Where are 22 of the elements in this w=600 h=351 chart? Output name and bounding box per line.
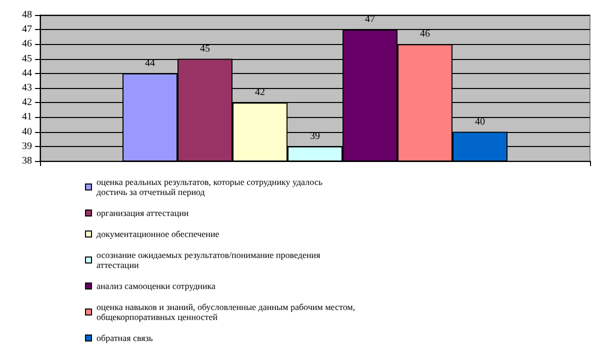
y-tick-label: 41 bbox=[22, 112, 32, 123]
legend-label: анализ самооценки сотрудника bbox=[96, 281, 216, 291]
y-tick-label: 42 bbox=[22, 97, 32, 108]
y-tick-label: 43 bbox=[22, 82, 32, 94]
data-label: 45 bbox=[200, 43, 210, 54]
y-tick-label: 46 bbox=[22, 38, 32, 50]
y-tick-label: 45 bbox=[22, 53, 32, 64]
data-label: 46 bbox=[420, 28, 430, 40]
legend-label: осознание ожидаемых результатов/понимание проведения аттестации bbox=[96, 250, 322, 270]
y-tick-label: 40 bbox=[22, 126, 32, 138]
data-label: 40 bbox=[475, 116, 485, 128]
legend-label: документационное обеспечение bbox=[96, 229, 220, 239]
legend-label: организация аттестации bbox=[96, 208, 189, 218]
legend-label: оценка реальных результатов, которые сотруднику удалось достичь за отчетный период bbox=[96, 177, 325, 197]
legend-label: обратная связь bbox=[96, 333, 153, 343]
y-tick-label: 48 bbox=[22, 10, 32, 20]
y-tick-label: 44 bbox=[22, 68, 32, 79]
y-tick-label: 47 bbox=[22, 24, 32, 36]
y-tick-label: 39 bbox=[22, 140, 32, 152]
data-label: 44 bbox=[145, 58, 155, 69]
legend-label: оценка навыков и знаний, обусловленные данным рабочим местом, общекорпоративных ценностей bbox=[96, 302, 358, 322]
y-tick-label: 38 bbox=[22, 156, 32, 166]
